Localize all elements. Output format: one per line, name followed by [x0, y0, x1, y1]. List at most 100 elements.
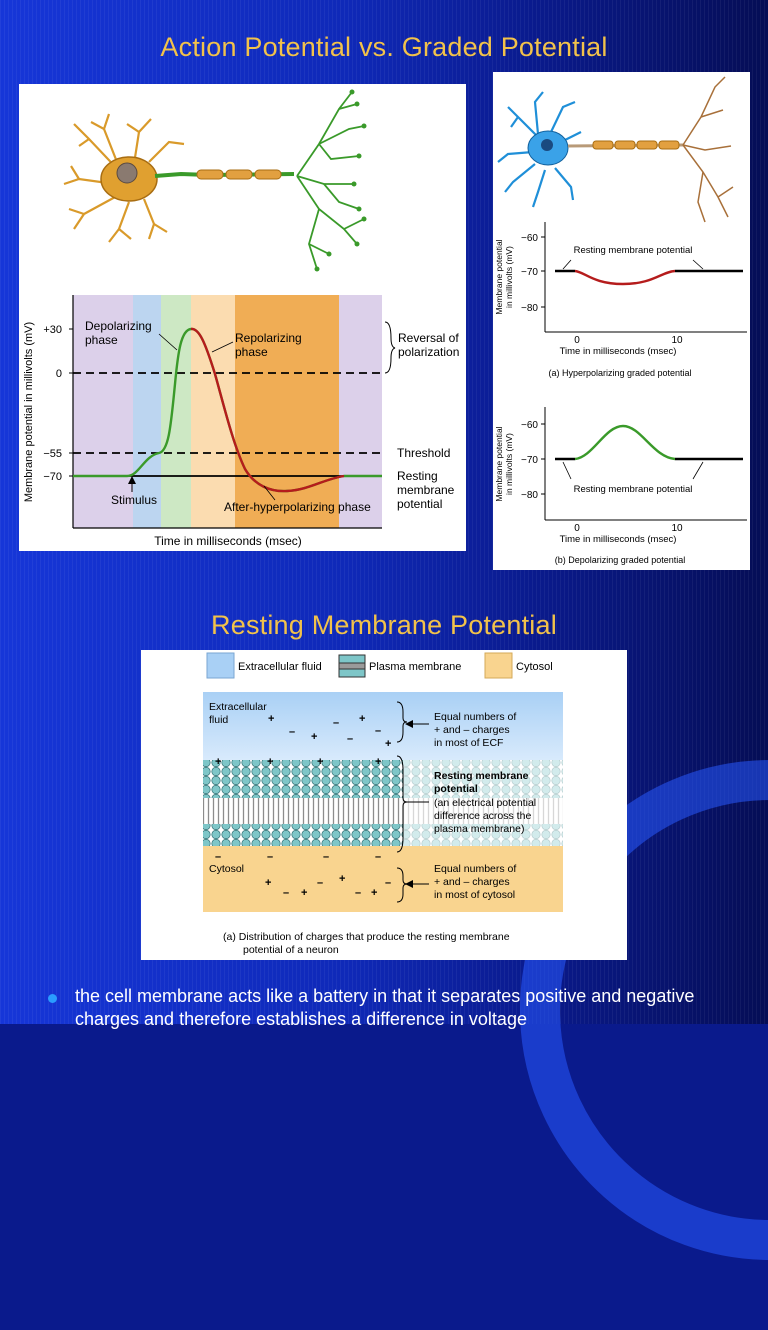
svg-text:+: +: [359, 713, 365, 725]
y-tick-minus55: −55: [43, 448, 62, 460]
graded-b-curve-label: Resting membrane potential: [574, 484, 693, 495]
legend-membrane-swatch: [338, 668, 366, 678]
y-tick-minus70: −70: [43, 471, 62, 483]
graded-a-curve: [574, 269, 676, 286]
svg-text:+: +: [265, 877, 271, 889]
stimulus-label: Stimulus: [111, 493, 157, 507]
legend-membrane-label: Plasma membrane: [369, 661, 461, 673]
svg-text:+: +: [215, 756, 221, 768]
graded-a-tick-80: −80: [521, 303, 538, 314]
graded-a-ylabel-2: in millivolts (mV): [504, 246, 514, 308]
svg-text:–: –: [375, 725, 381, 737]
svg-text:+: +: [385, 738, 391, 750]
graded-potential-panel: −60 −70 −80 Membrane potential in milliv…: [493, 72, 750, 570]
cyto-note-3: in most of cytosol: [434, 889, 515, 901]
graded-a-tick-70: −70: [521, 267, 538, 278]
graded-b-xtick-0: 0: [574, 523, 580, 534]
membrane-outer-heads: [203, 760, 403, 798]
legend-cytosol-label: Cytosol: [516, 661, 553, 673]
resting-label-3: potential: [397, 497, 442, 511]
graded-a-ylabel-1: Membrane potential: [494, 239, 504, 314]
legend-cytosol-swatch: [484, 652, 513, 679]
band-resting-2: [339, 295, 382, 528]
svg-text:–: –: [215, 851, 221, 863]
svg-text:–: –: [317, 877, 323, 889]
ecf-label-2: fluid: [209, 714, 228, 726]
repolarizing-label-1: Repolarizing: [235, 331, 302, 345]
depolarizing-label-1: Depolarizing: [85, 319, 152, 333]
band-depolarizing: [161, 295, 191, 528]
ecf-note-3: in most of ECF: [434, 737, 503, 749]
after-hyperpolarizing-label: After-hyperpolarizing phase: [224, 500, 371, 514]
band-stimulus: [133, 295, 161, 528]
y-tick-plus30: +30: [43, 324, 62, 336]
graded-b-tick-80: −80: [521, 490, 538, 501]
membrane-inner-heads: [203, 824, 403, 846]
graded-b-ylabel-2: in millivolts (mV): [504, 433, 514, 495]
legend-ecf-label: Extracellular fluid: [238, 661, 322, 673]
cyto-note-1: Equal numbers of: [434, 863, 516, 875]
svg-text:–: –: [289, 726, 295, 738]
neuron-illustration: [63, 89, 367, 272]
svg-text:–: –: [283, 887, 289, 899]
bullet-text: the cell membrane acts like a battery in…: [75, 986, 695, 1029]
svg-text:–: –: [323, 851, 329, 863]
reversal-label-2: polarization: [398, 345, 459, 359]
graded-a-xtick-10: 10: [671, 335, 683, 346]
ecf-label-1: Extracellular: [209, 701, 267, 713]
rmp-title-1: Resting membrane: [434, 770, 529, 782]
graded-a-curve-label: Resting membrane potential: [574, 245, 693, 256]
rmp-note-3: plasma membrane): [434, 823, 524, 835]
repolarizing-trace: [190, 327, 345, 493]
svg-text:+: +: [371, 887, 377, 899]
reversal-label-1: Reversal of: [398, 331, 459, 345]
membrane-panel: Extracellular fluid Plasma membrane Cyto…: [141, 650, 627, 960]
y-tick-0: 0: [56, 368, 62, 380]
svg-text:+: +: [267, 756, 273, 768]
svg-text:+: +: [375, 756, 381, 768]
svg-text:+: +: [301, 887, 307, 899]
depolarizing-label-2: phase: [85, 333, 118, 347]
graded-a-xlabel: Time in milliseconds (msec): [560, 346, 677, 357]
ecf-region: [203, 692, 563, 760]
svg-text:–: –: [267, 851, 273, 863]
resting-label-1: Resting: [397, 469, 438, 483]
action-potential-figure: +30 0 −55 −70 Membrane potential in mill…: [23, 89, 459, 548]
rmp-title-2: potential: [434, 783, 478, 795]
graded-b-tick-70: −70: [521, 455, 538, 466]
graded-potential-figure: −60 −70 −80 Membrane potential in milliv…: [494, 76, 747, 565]
svg-text:+: +: [317, 756, 323, 768]
band-resting-1: [73, 295, 133, 528]
action-potential-panel: +30 0 −55 −70 Membrane potential in mill…: [19, 84, 466, 551]
membrane-caption-2: potential of a neuron: [243, 944, 339, 956]
graded-a-caption: (a) Hyperpolarizing graded potential: [548, 368, 691, 378]
membrane-tails: [203, 798, 403, 824]
svg-text:+: +: [311, 731, 317, 743]
svg-text:–: –: [385, 877, 391, 889]
slide-title-top: Action Potential vs. Graded Potential: [160, 32, 608, 62]
band-after-hyperpolarizing: [235, 295, 339, 528]
repolarizing-label-2: phase: [235, 345, 268, 359]
graded-b-tick-60: −60: [521, 420, 538, 431]
action-x-label: Time in milliseconds (msec): [154, 534, 302, 548]
cytosol-label: Cytosol: [209, 863, 244, 875]
band-repolarizing: [191, 295, 235, 528]
svg-text:+: +: [268, 713, 274, 725]
action-y-label: Membrane potential in millivolts (mV): [23, 322, 35, 502]
graded-a-xtick-0: 0: [574, 335, 580, 346]
legend-ecf-swatch: [206, 652, 235, 679]
neuron-blue-illustration: [497, 76, 734, 223]
ecf-note-1: Equal numbers of: [434, 711, 516, 723]
graded-b-xtick-10: 10: [671, 523, 683, 534]
graded-b-caption: (b) Depolarizing graded potential: [555, 555, 686, 565]
cyto-note-2: + and – charges: [434, 876, 510, 888]
svg-text:+: +: [339, 873, 345, 885]
rmp-note-2: difference across the: [434, 810, 531, 822]
graded-a-tick-60: −60: [521, 233, 538, 244]
membrane-caption-1: (a) Distribution of charges that produce…: [223, 931, 510, 943]
graded-b-curve: [574, 424, 676, 461]
charge-symbols: +– + – +– –+ + + + + – – – – +– + – +– +–: [215, 713, 391, 899]
membrane-figure: Extracellular fluid Plasma membrane Cyto…: [203, 652, 563, 956]
threshold-label: Threshold: [397, 446, 450, 460]
svg-text:–: –: [347, 733, 353, 745]
